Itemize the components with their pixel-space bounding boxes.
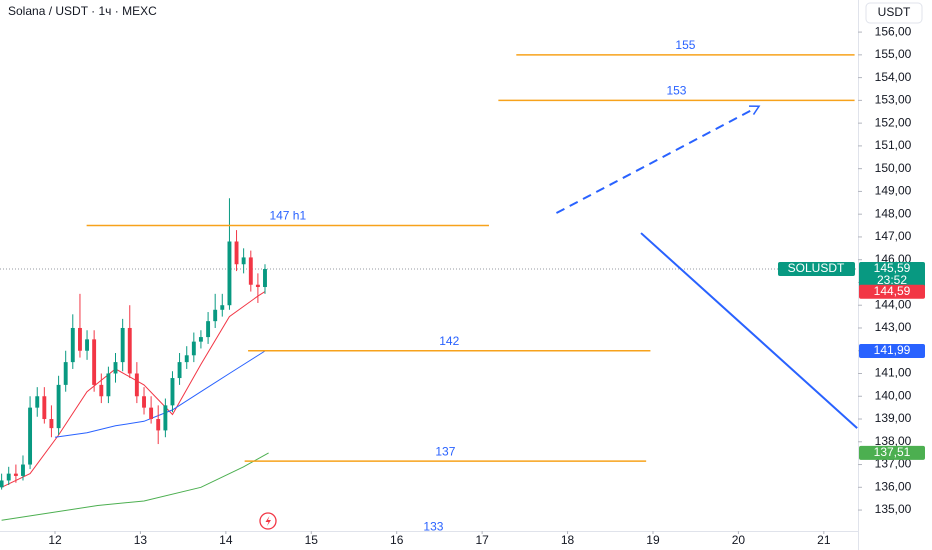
candle-body (6, 473, 11, 481)
price-badge (859, 284, 925, 299)
candle-body (177, 362, 182, 379)
currency-box[interactable] (865, 2, 923, 24)
trend-line (555, 107, 756, 214)
candle-body (255, 284, 260, 288)
trend-line (640, 232, 858, 429)
y-tick-label: 135,00 (875, 502, 912, 516)
moving-average (1, 291, 266, 488)
candle-body (191, 341, 196, 356)
level-label: 155 (675, 38, 695, 52)
y-tick-label: 140,00 (875, 388, 912, 402)
candle-body (220, 305, 225, 310)
price-badge-label: 137,51 (874, 445, 911, 459)
price-badge (859, 445, 925, 460)
y-tick-label: 155,00 (875, 47, 912, 61)
candle-body (35, 396, 40, 408)
x-tick-label: 13 (134, 533, 148, 547)
candle-body (120, 327, 125, 363)
candle-body (13, 473, 18, 476)
candle-body (49, 419, 54, 429)
x-tick-label: 12 (48, 533, 62, 547)
candle-body (63, 362, 68, 385)
candle-body (92, 339, 97, 385)
candle-body (198, 337, 203, 342)
price-badge (859, 262, 925, 289)
y-tick-label: 139,00 (875, 411, 912, 425)
candle-body (99, 384, 104, 397)
candle-body (70, 327, 75, 363)
candle-body (227, 241, 232, 306)
y-tick-label: 148,00 (875, 206, 912, 220)
y-tick-label: 141,00 (875, 366, 912, 380)
level-label: 153 (666, 84, 686, 98)
candle-body (213, 309, 218, 322)
x-tick-label: 15 (305, 533, 319, 547)
countdown: 23:52 (877, 273, 907, 287)
symbol-badge (778, 262, 855, 277)
y-tick-label: 151,00 (875, 138, 912, 152)
level-label: 147 h1 (269, 209, 306, 223)
level-label: 142 (439, 334, 459, 348)
moving-average (1, 452, 269, 521)
price-badge (859, 343, 925, 358)
annotation: 133 (423, 519, 443, 533)
symbol-label: SOLUSDT (788, 261, 845, 275)
y-tick-label: 144,00 (875, 297, 912, 311)
candle-body (263, 269, 267, 288)
candle-body (106, 373, 111, 397)
price-badge-label: 145,59 (874, 261, 911, 275)
y-tick-label: 150,00 (875, 161, 912, 175)
candle-body (85, 339, 89, 351)
candle-body (184, 355, 189, 363)
candle-body (163, 405, 168, 431)
x-tick-label: 16 (390, 533, 404, 547)
candle-body (241, 257, 246, 265)
candle-body (206, 321, 211, 338)
alert-icon[interactable] (259, 512, 277, 530)
x-tick-label: 20 (732, 533, 746, 547)
candle-body (127, 327, 132, 374)
y-tick-label: 154,00 (875, 70, 912, 84)
trend-arrow (749, 105, 761, 115)
chart-title: Solana / USDT · 1ч · MEXC (8, 4, 157, 18)
candle-body (134, 373, 139, 397)
candle-body (42, 396, 47, 420)
candle-body (142, 396, 146, 408)
y-tick-label: 136,00 (875, 479, 912, 493)
y-tick-label: 152,00 (875, 115, 912, 129)
y-tick-label: 153,00 (875, 93, 912, 107)
candle-body (28, 407, 33, 465)
y-tick-label: 143,00 (875, 320, 912, 334)
y-tick-label: 149,00 (875, 184, 912, 198)
y-tick-label: 147,00 (875, 229, 912, 243)
y-tick-label: 156,00 (875, 24, 912, 38)
candle-body (149, 407, 154, 420)
level-label: 137 (435, 444, 455, 458)
y-tick-label: 138,00 (875, 434, 912, 448)
candle-body (0, 480, 4, 488)
price-badge-label: 141,99 (874, 343, 911, 357)
candle-body (234, 241, 239, 265)
x-tick-label: 14 (219, 533, 233, 547)
currency[interactable]: USDT (878, 5, 911, 19)
y-tick-label: 137,00 (875, 457, 912, 471)
x-tick-label: 18 (561, 533, 575, 547)
candle-body (156, 419, 161, 431)
candle-body (78, 327, 82, 351)
x-tick-label: 21 (817, 533, 831, 547)
plot: 135,00 136,00 137,00 138,00 139,00 140,00 141,… (0, 24, 925, 547)
candle-body (170, 378, 175, 406)
candle-body (113, 362, 118, 374)
candle-body (21, 464, 25, 476)
price-badge-label: 144,59 (874, 284, 911, 298)
x-tick-label: 19 (646, 533, 660, 547)
x-tick-label: 17 (475, 533, 489, 547)
candle-body (56, 384, 61, 429)
candle-body (248, 257, 253, 285)
